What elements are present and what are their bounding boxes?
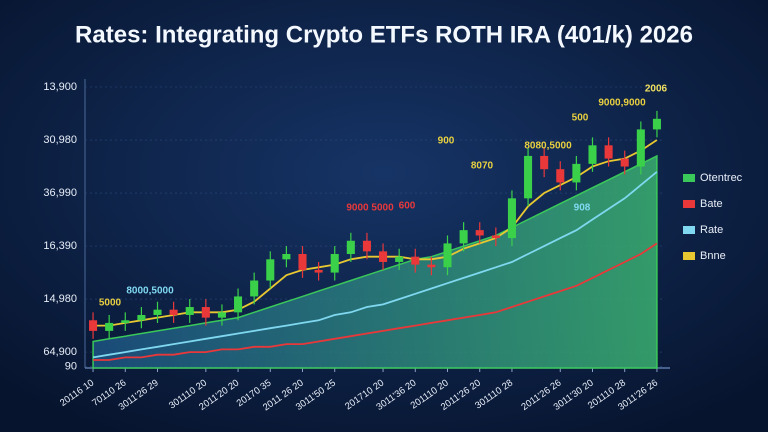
candle-body [298, 254, 307, 270]
legend-label: Bnne [700, 250, 726, 262]
annotation: 8000,5000 [126, 286, 174, 297]
annotation: 900 [438, 136, 455, 147]
candle-body [89, 320, 98, 331]
candle-body [491, 235, 500, 239]
candle-body [201, 307, 210, 318]
y-tick-label: 16,390 [43, 240, 77, 252]
candle-body [217, 312, 226, 318]
candle-body [459, 230, 468, 244]
candle-body [185, 307, 194, 315]
candle-body [507, 198, 516, 239]
candle-body [620, 158, 629, 167]
line [93, 242, 658, 361]
annotation: 8080,5000 [524, 141, 572, 152]
candle-body [362, 240, 371, 252]
candle-body [411, 256, 420, 265]
annotation: 500 [572, 113, 589, 124]
legend-swatch [683, 226, 695, 234]
candle-body [330, 254, 339, 273]
line [92, 171, 658, 359]
candle-body [475, 230, 484, 236]
candle-body [234, 296, 243, 313]
annotation: 908 [574, 203, 591, 214]
legend-swatch [683, 252, 695, 260]
y-tick-label: 14,980 [43, 293, 77, 305]
legend-label: Otentrec [700, 172, 743, 184]
candle-body [524, 155, 533, 199]
annotation: 600 [399, 201, 416, 212]
candle-body [556, 169, 565, 183]
candle-body [169, 309, 178, 315]
candle-body [427, 264, 436, 268]
candle-body [588, 145, 597, 164]
annotation: 8070 [471, 161, 494, 172]
candle-body [379, 251, 388, 262]
y-tick-label: 90 [65, 361, 77, 373]
candle-body [346, 240, 355, 255]
candle-body [266, 259, 275, 281]
candle-body [314, 269, 323, 273]
legend-swatch [683, 174, 695, 182]
candle-body [105, 322, 114, 331]
y-tick-label: 36,990 [43, 187, 77, 199]
candle-body [250, 280, 259, 297]
candle-body [282, 254, 291, 260]
candle-body [121, 320, 130, 323]
legend-label: Bate [700, 198, 723, 210]
y-tick-label: 30,980 [43, 134, 77, 146]
annotation: 2006 [645, 84, 668, 95]
candle-body [443, 243, 452, 268]
annotation: 9000 5000 [346, 203, 394, 214]
chart-title: Rates: Integrating Crypto ETFs ROTH IRA … [75, 21, 693, 48]
legend-label: Rate [700, 224, 723, 236]
candle-body [604, 145, 613, 159]
candle-body [636, 129, 645, 167]
annotation: 5000 [99, 298, 122, 309]
candle-body [137, 314, 146, 321]
legend-swatch [683, 200, 695, 208]
candle-body [395, 256, 404, 262]
candle-body [652, 118, 661, 130]
candle-body [572, 163, 581, 183]
y-tick-label: 13,900 [43, 81, 77, 93]
y-tick-label: 64,900 [43, 346, 77, 358]
annotation: 9000,9000 [598, 98, 646, 109]
candle-body [540, 155, 549, 170]
candle-body [153, 309, 162, 315]
